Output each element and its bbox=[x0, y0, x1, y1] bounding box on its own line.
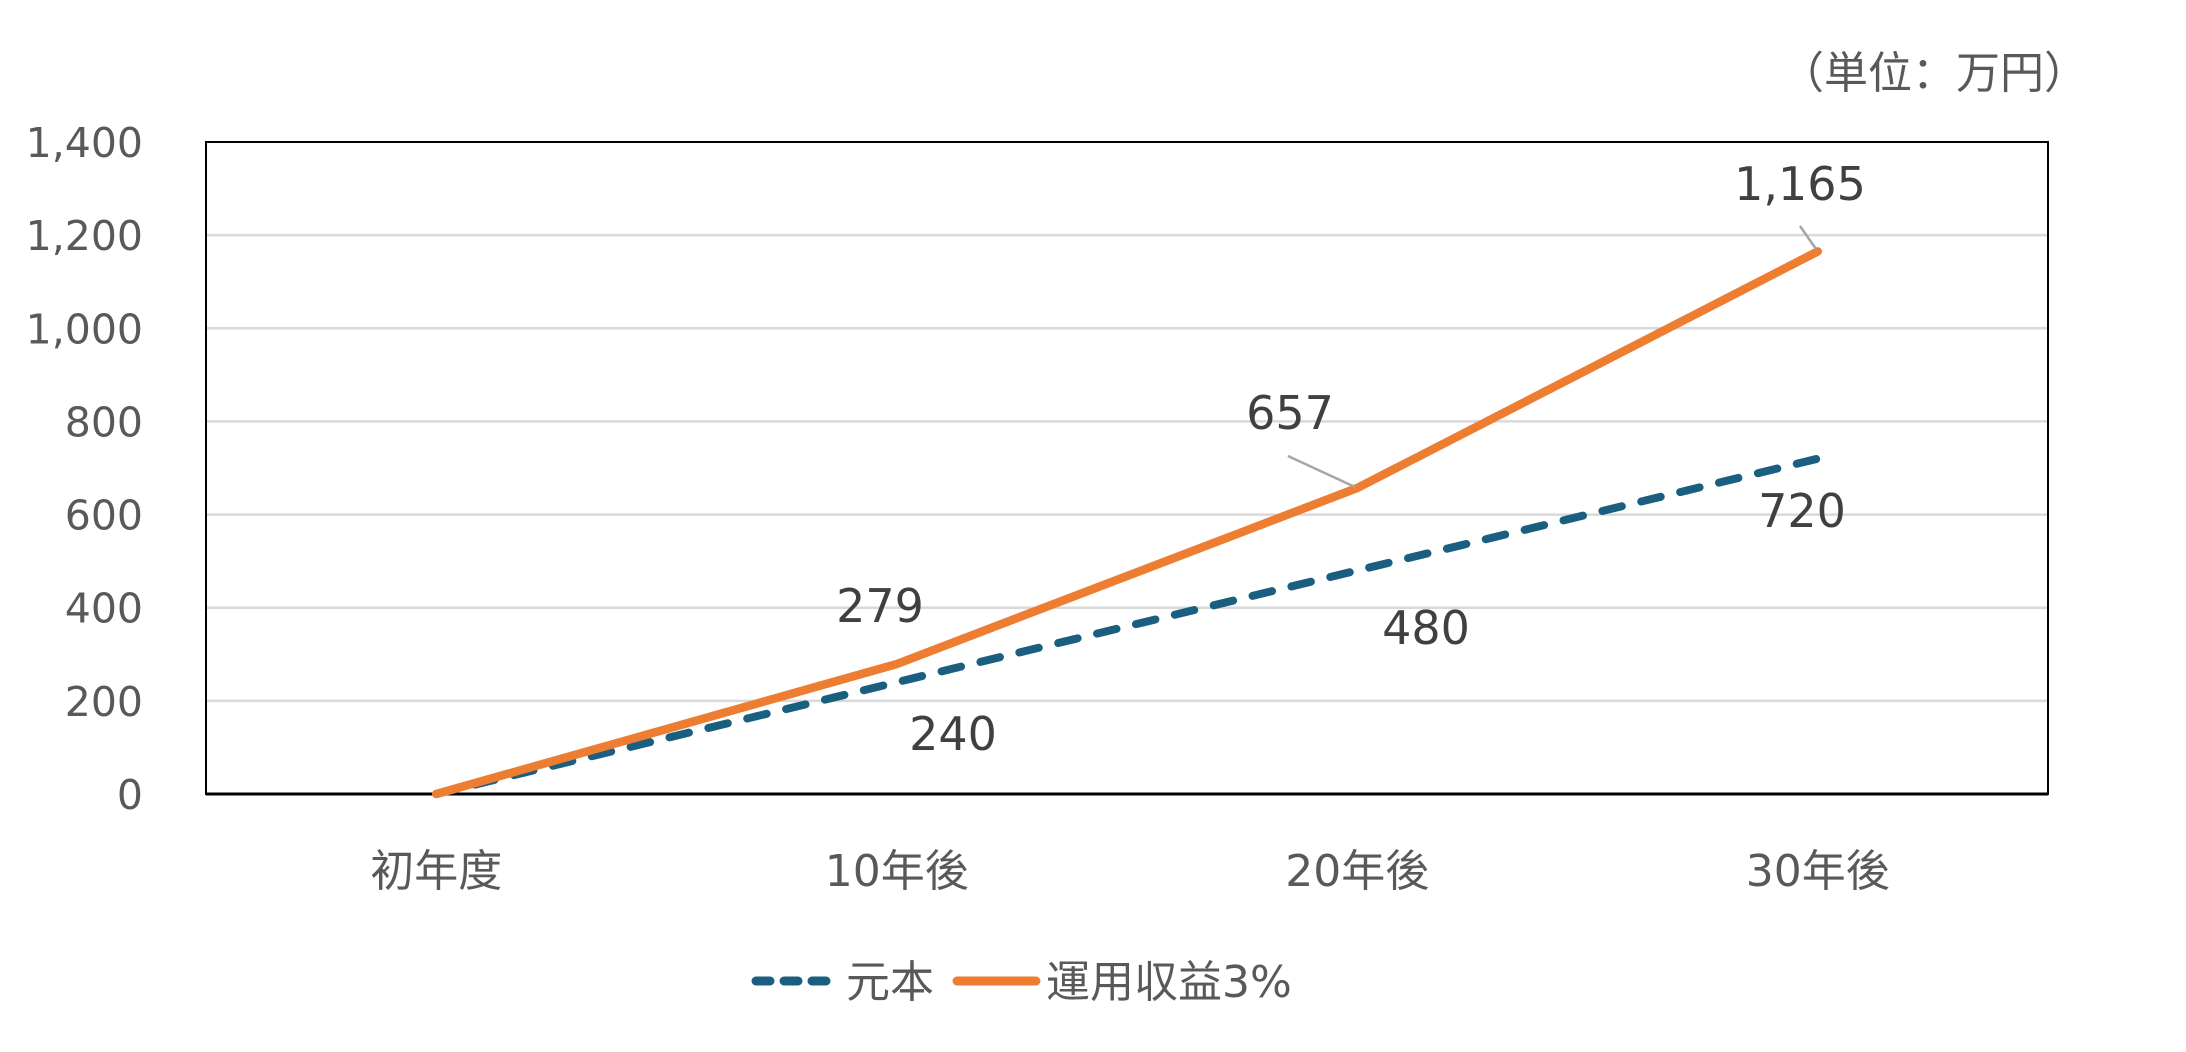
y-axis-labels: 0 200 400 600 800 1,000 1,200 1,400 bbox=[26, 119, 143, 819]
leader-line bbox=[1287, 454, 1356, 489]
y-tick-label: 400 bbox=[65, 585, 143, 633]
x-tick-label: 初年度 bbox=[370, 846, 502, 897]
x-tick-label: 20年後 bbox=[1285, 846, 1429, 897]
series-line-principal bbox=[432, 454, 1822, 798]
x-tick-label: 30年後 bbox=[1746, 846, 1890, 897]
y-tick-label: 1,400 bbox=[26, 119, 143, 167]
data-label: 240 bbox=[909, 707, 997, 761]
leader-line bbox=[1798, 225, 1818, 250]
data-label: 657 bbox=[1246, 386, 1334, 440]
legend-label-principal: 元本 bbox=[846, 957, 934, 1008]
y-tick-label: 600 bbox=[65, 492, 143, 540]
legend-label-return: 運用収益3% bbox=[1046, 957, 1292, 1008]
x-tick-label: 10年後 bbox=[825, 846, 969, 897]
x-axis-labels: 初年度 10年後 20年後 30年後 bbox=[370, 846, 1890, 897]
data-label: 720 bbox=[1758, 484, 1846, 538]
y-tick-label: 1,000 bbox=[26, 305, 143, 353]
y-tick-label: 1,200 bbox=[26, 212, 143, 260]
data-label: 1,165 bbox=[1734, 157, 1866, 211]
data-labels: 240 480 720 279 657 1,165 bbox=[836, 157, 1866, 761]
y-tick-label: 200 bbox=[65, 678, 143, 726]
data-label: 480 bbox=[1382, 601, 1470, 655]
y-tick-label: 0 bbox=[117, 771, 143, 819]
series-line-return bbox=[432, 247, 1822, 799]
y-tick-label: 800 bbox=[65, 398, 143, 446]
series-lines bbox=[432, 247, 1822, 799]
legend: 元本 運用収益3% bbox=[751, 957, 1292, 1008]
gridlines bbox=[206, 233, 2048, 703]
unit-label: （単位：万円） bbox=[1780, 48, 2088, 99]
data-label: 279 bbox=[836, 579, 924, 633]
